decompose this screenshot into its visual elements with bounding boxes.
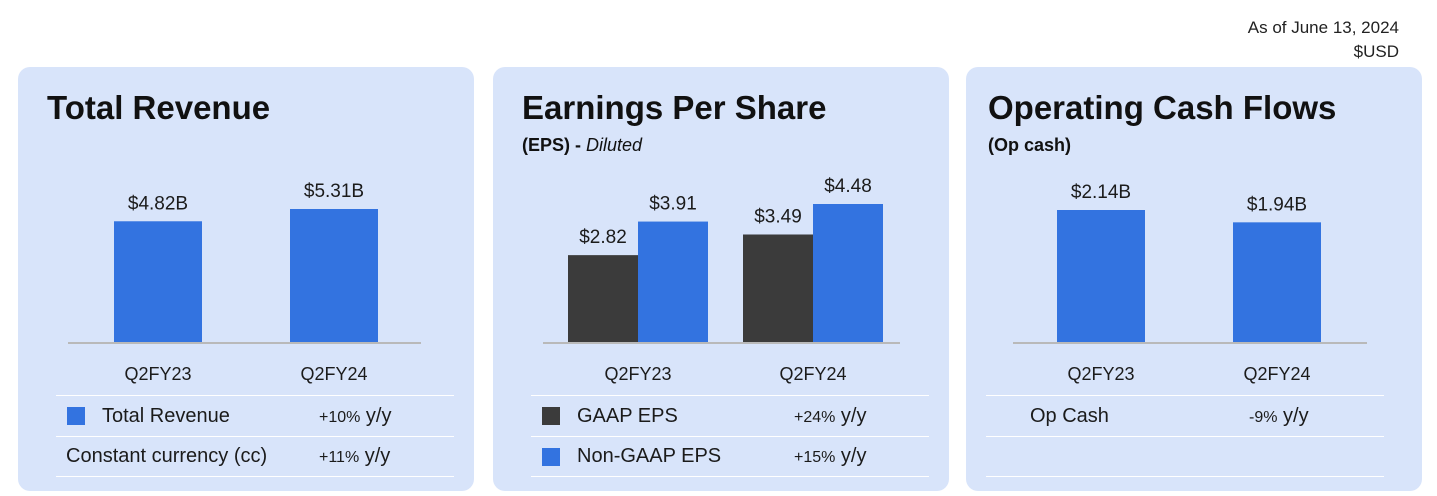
row-change: -9% y/y: [1249, 405, 1309, 428]
data-label: $2.14B: [1071, 182, 1131, 203]
x-tick-label: Q2FY23: [1067, 364, 1134, 384]
change-unit: y/y: [359, 445, 391, 467]
bar: [568, 255, 638, 342]
bar: [1233, 222, 1321, 342]
legend-row: GAAP EPS +24% y/y: [531, 395, 929, 436]
change-percent: -9%: [1249, 408, 1278, 426]
total-revenue-card: Total Revenue $4.82B Q2FY23 $5.31B Q2FY24 T…: [18, 67, 474, 491]
row-label: Constant currency (cc): [66, 445, 268, 467]
bar: [114, 221, 202, 342]
change-unit: y/y: [360, 404, 392, 427]
eps-chart: $2.82 $3.91 Q2FY23 $3.49 $4.48 Q2FY24: [543, 176, 900, 384]
row-change: +10% y/y: [319, 405, 392, 428]
x-tick-label: Q2FY24: [1243, 364, 1310, 384]
subtitle-bold: (EPS) -: [522, 135, 587, 155]
data-label: $4.48: [824, 176, 872, 197]
legend-row: [986, 436, 1384, 477]
row-label: Non-GAAP EPS: [577, 445, 722, 467]
change-percent: +15%: [794, 449, 836, 466]
card-title: Earnings Per Share: [522, 89, 827, 126]
row-change: +15% y/y: [794, 445, 867, 468]
x-tick-label: Q2FY24: [779, 364, 846, 384]
legend-row: Op Cash -9% y/y: [986, 395, 1384, 436]
data-label: $3.49: [754, 206, 802, 227]
as-of-note: As of June 13, 2024 $USD: [1248, 16, 1399, 64]
currency-note: $USD: [1353, 42, 1399, 61]
row-label: Op Cash: [1030, 404, 1109, 427]
legend-row: Total Revenue +10% y/y: [56, 395, 454, 436]
change-unit: y/y: [835, 445, 867, 467]
change-unit: y/y: [835, 404, 867, 427]
data-label: $3.91: [649, 194, 697, 215]
data-label: $2.82: [579, 227, 627, 248]
card-subtitle: (EPS) - Diluted: [522, 135, 642, 156]
bar: [290, 209, 378, 342]
legend-swatch: [67, 407, 85, 425]
change-percent: +24%: [794, 408, 836, 426]
x-tick-label: Q2FY24: [300, 364, 367, 384]
legend-swatch: [542, 407, 560, 425]
eps-card: Earnings Per Share (EPS) - Diluted $2.82…: [493, 67, 949, 491]
row-label: GAAP EPS: [577, 404, 678, 427]
operating-cash-flows-card: Operating Cash Flows (Op cash) $2.14B Q2F…: [966, 67, 1422, 491]
change-percent: +10%: [319, 408, 361, 426]
change-unit: y/y: [1277, 404, 1309, 427]
data-label: $5.31B: [304, 181, 364, 202]
row-change: +24% y/y: [794, 405, 867, 428]
row-change: +11% y/y: [319, 445, 390, 468]
legend-row: Non-GAAP EPS +15% y/y: [531, 436, 929, 477]
card-title: Total Revenue: [47, 89, 271, 126]
data-label: $1.94B: [1247, 194, 1307, 215]
bar: [813, 204, 883, 342]
data-label: $4.82B: [128, 193, 188, 214]
x-tick-label: Q2FY23: [604, 364, 671, 384]
cash-chart: $2.14B Q2FY23 $1.94B Q2FY24: [1013, 182, 1367, 384]
subtitle-italic: Diluted: [586, 135, 643, 155]
bar: [743, 234, 813, 342]
card-subtitle: (Op cash): [988, 135, 1072, 155]
as-of-date: As of June 13, 2024: [1247, 18, 1399, 37]
legend-row: Constant currency (cc) +11% y/y: [56, 436, 454, 477]
legend-swatch: [542, 447, 560, 466]
bar: [638, 221, 708, 342]
revenue-chart: $4.82B Q2FY23 $5.31B Q2FY24: [68, 181, 421, 384]
x-tick-label: Q2FY23: [124, 364, 191, 384]
row-label: Total Revenue: [102, 404, 230, 427]
change-percent: +11%: [319, 449, 360, 466]
bar: [1057, 210, 1145, 342]
card-title: Operating Cash Flows: [988, 89, 1337, 126]
